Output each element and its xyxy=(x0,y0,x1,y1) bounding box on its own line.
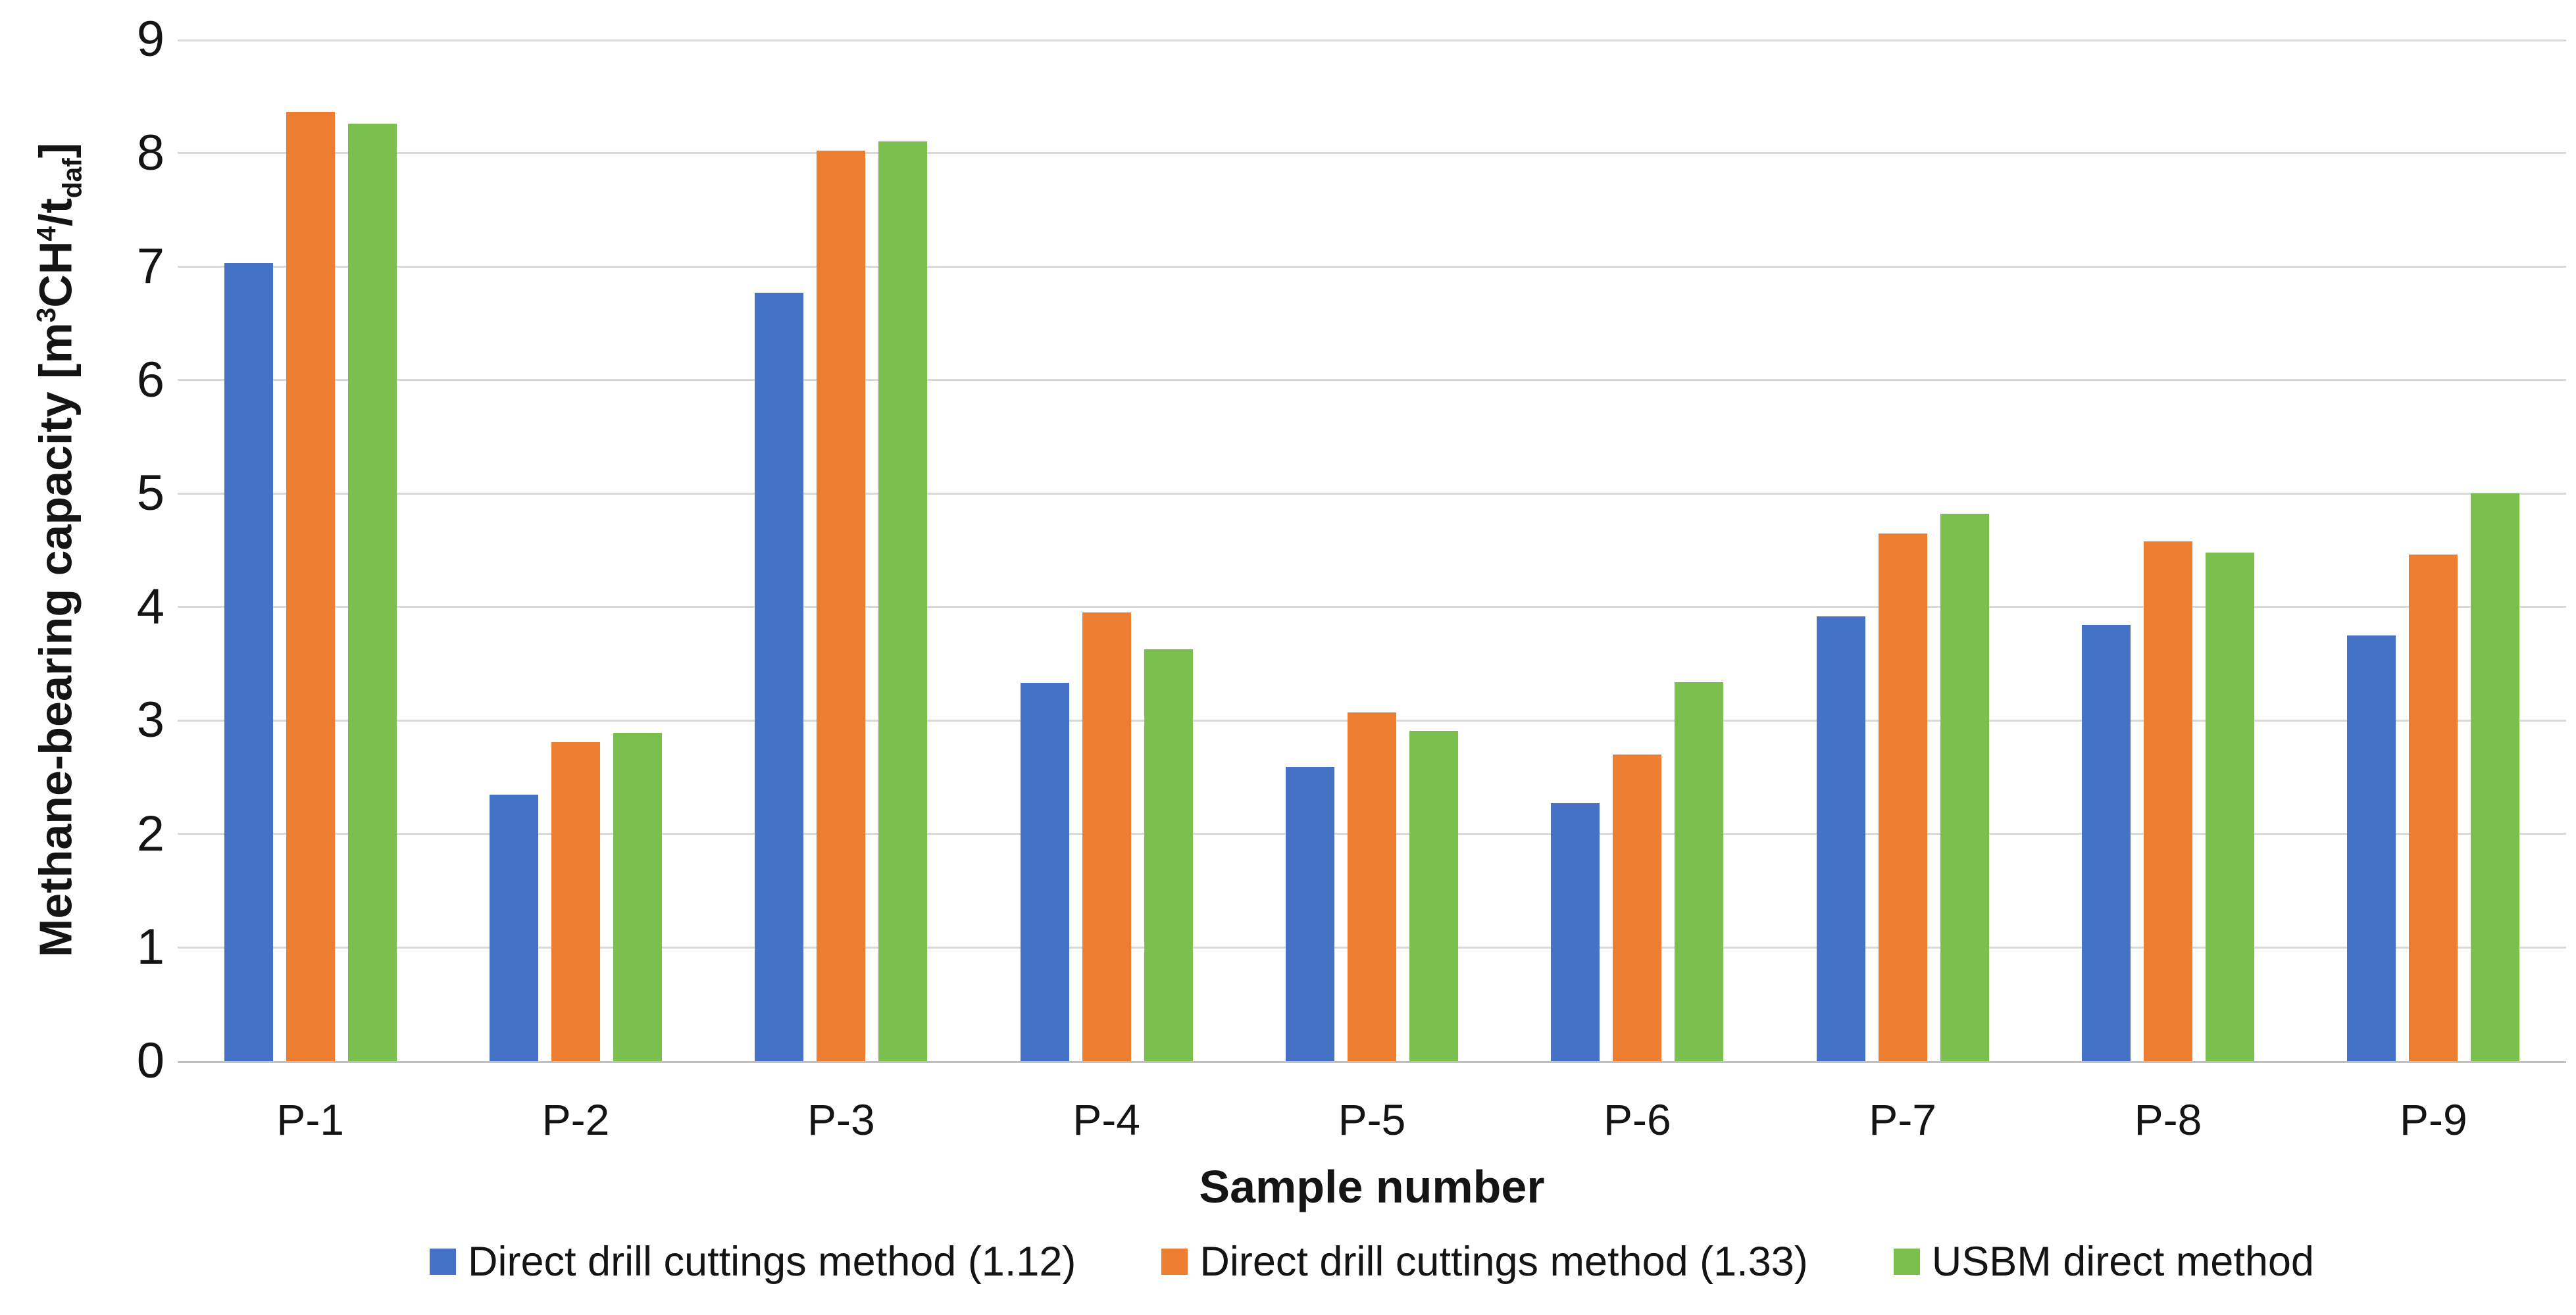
legend-item: USBM direct method xyxy=(1893,1238,2314,1285)
legend-marker xyxy=(430,1249,457,1275)
x-axis-title: Sample number xyxy=(1199,1161,1545,1212)
bar-p-4-series-2 xyxy=(1082,612,1131,1061)
legend-label: USBM direct method xyxy=(1931,1239,2314,1285)
bar-p-5-series-3 xyxy=(1409,730,1458,1061)
y-tick-label: 4 xyxy=(136,578,164,635)
y-tick-label: 8 xyxy=(136,124,164,181)
legend-marker xyxy=(1893,1249,1920,1275)
legend-item: Direct drill cuttings method (1.12) xyxy=(430,1238,1076,1285)
y-tick-label: 5 xyxy=(136,465,164,522)
x-tick-label: P-5 xyxy=(1338,1095,1406,1144)
bar-p-2-series-2 xyxy=(551,742,600,1061)
x-tick-label: P-3 xyxy=(807,1095,875,1144)
x-tick-label: P-7 xyxy=(1869,1095,1937,1144)
plot-area xyxy=(178,39,2566,1063)
y-axis-ticks: 0 1 2 3 4 5 6 7 8 9 xyxy=(59,13,164,1087)
bar-p-6-series-2 xyxy=(1613,755,1662,1061)
x-tick-label: P-1 xyxy=(276,1095,345,1144)
x-axis-ticks: P-1 P-2 P-3 P-4 P-5 P-6 P-7 P-8 P-9 xyxy=(178,1093,2566,1153)
bar-p-9-series-3 xyxy=(2471,493,2520,1061)
gridline xyxy=(178,492,2566,495)
bar-p-5-series-2 xyxy=(1348,712,1396,1061)
gridline xyxy=(178,152,2566,155)
gridline xyxy=(178,606,2566,608)
gridline xyxy=(178,379,2566,382)
gridline xyxy=(178,39,2566,41)
y-tick-label: 9 xyxy=(136,11,164,67)
bar-p-1-series-3 xyxy=(347,123,397,1061)
bar-p-4-series-1 xyxy=(1020,683,1069,1061)
bar-p-7-series-2 xyxy=(1878,533,1927,1061)
bar-p-3-series-2 xyxy=(817,151,866,1061)
bar-p-1-series-1 xyxy=(224,262,273,1061)
y-tick-label: 2 xyxy=(136,805,164,862)
legend-item: Direct drill cuttings method (1.33) xyxy=(1161,1238,1808,1285)
x-tick-label: P-9 xyxy=(2399,1095,2467,1144)
bar-p-7-series-1 xyxy=(1816,616,1865,1061)
y-axis-title-superscript: 3 xyxy=(31,307,61,323)
legend-label: Direct drill cuttings method (1.12) xyxy=(468,1239,1076,1285)
bar-p-1-series-2 xyxy=(286,112,335,1061)
bar-p-9-series-2 xyxy=(2409,555,2458,1061)
bar-p-8-series-1 xyxy=(2082,625,2131,1061)
bar-p-2-series-1 xyxy=(490,794,538,1061)
x-tick-label: P-4 xyxy=(1073,1095,1141,1144)
bar-p-7-series-3 xyxy=(1940,514,1989,1061)
x-tick-label: P-2 xyxy=(542,1095,610,1144)
y-tick-label: 6 xyxy=(136,351,164,408)
x-tick-label: P-8 xyxy=(2134,1095,2202,1144)
y-tick-label: 3 xyxy=(136,692,164,749)
bar-p-9-series-1 xyxy=(2347,635,2396,1061)
bar-p-2-series-3 xyxy=(613,733,662,1061)
y-axis-title-superscript: 4 xyxy=(31,226,61,241)
y-tick-label: 0 xyxy=(136,1033,164,1089)
bar-p-6-series-1 xyxy=(1551,803,1600,1061)
bar-p-8-series-3 xyxy=(2206,552,2254,1061)
bar-p-3-series-1 xyxy=(755,292,804,1061)
legend-marker xyxy=(1161,1249,1188,1275)
bar-p-3-series-3 xyxy=(878,141,928,1061)
bar-p-5-series-1 xyxy=(1286,767,1334,1061)
x-tick-label: P-6 xyxy=(1603,1095,1671,1144)
y-tick-label: 7 xyxy=(136,238,164,295)
legend-label: Direct drill cuttings method (1.33) xyxy=(1200,1239,1808,1285)
bar-p-8-series-2 xyxy=(2144,541,2192,1061)
bar-p-4-series-3 xyxy=(1144,649,1193,1061)
legend: Direct drill cuttings method (1.12) Dire… xyxy=(178,1238,2566,1285)
y-tick-label: 1 xyxy=(136,919,164,976)
bar-p-6-series-3 xyxy=(1675,682,1724,1061)
gridline xyxy=(178,265,2566,268)
